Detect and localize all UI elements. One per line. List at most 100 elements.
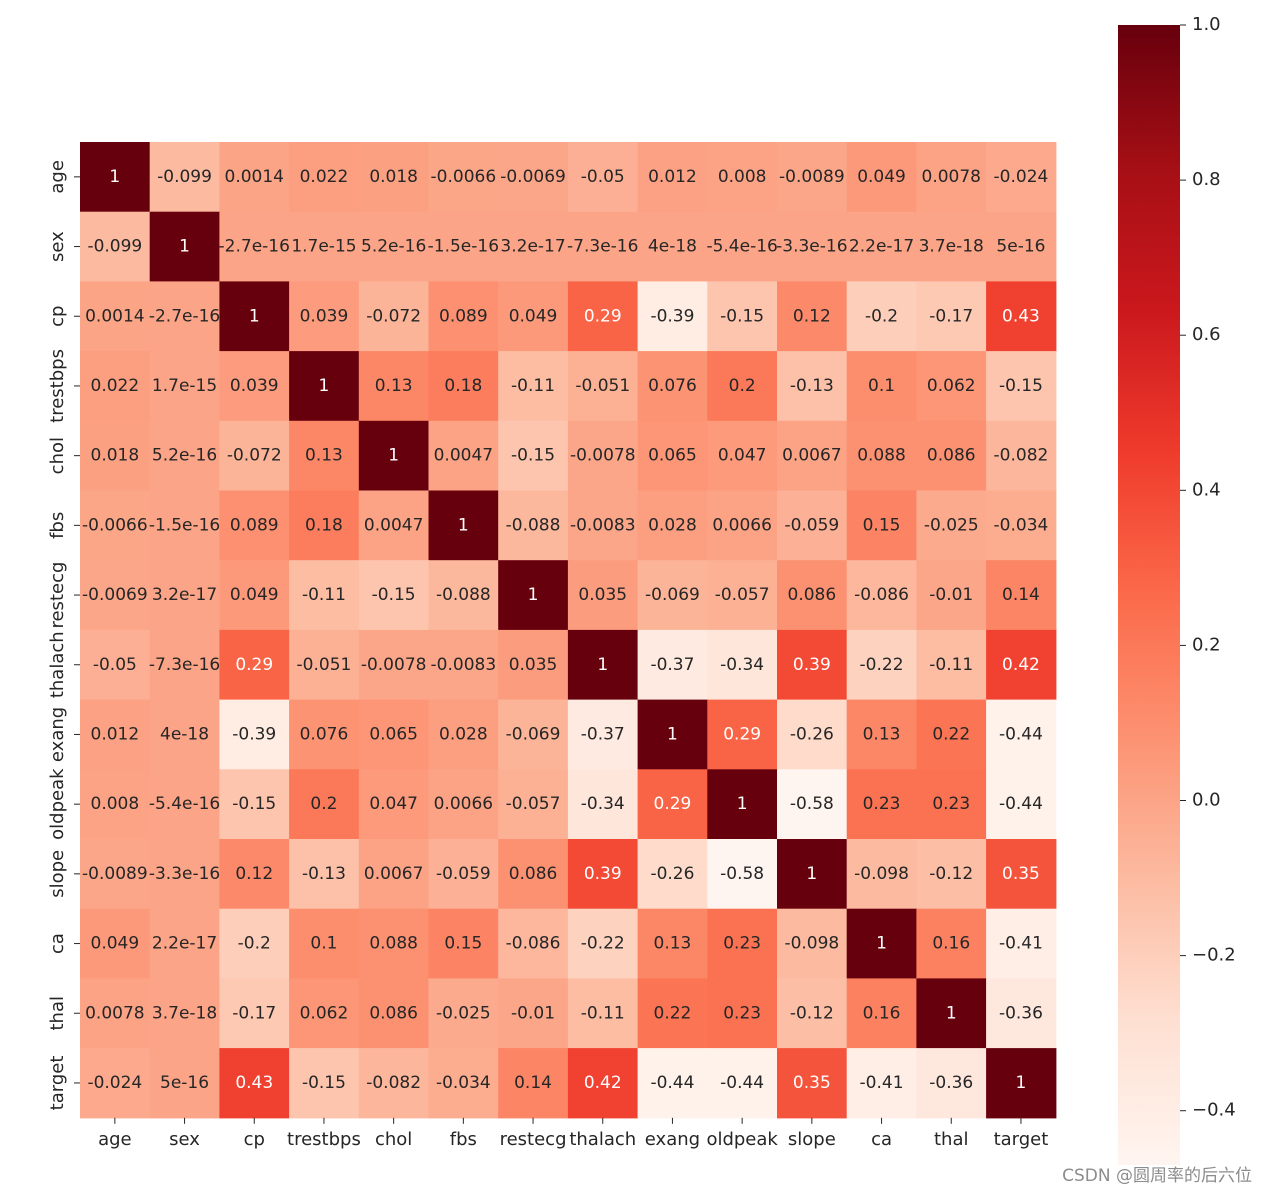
cell-annotation: 0.13 [863,724,901,744]
heatmap-cell [846,211,917,282]
heatmap-cell [777,211,848,282]
heatmap-cell [219,1048,290,1119]
heatmap-cell [777,560,848,631]
heatmap-cell [707,490,778,561]
cell-annotation: 1.7e-15 [152,376,217,396]
x-tick-label: fbs [450,1129,477,1150]
cell-annotation: 1 [876,934,887,954]
cell-annotation: -0.41 [860,1073,904,1093]
x-tick-label: cp [244,1129,265,1150]
cell-annotation: -0.15 [232,794,276,814]
cell-annotation: 0.14 [514,1073,552,1093]
heatmap-cell [219,839,290,910]
cell-annotation: 0.076 [300,724,349,744]
heatmap-cell [149,420,220,492]
heatmap-cell [707,1048,778,1119]
cell-annotation: 0.35 [793,1073,831,1093]
heatmap-cell [637,908,708,979]
heatmap-cell [637,629,708,701]
heatmap-cell [428,1048,499,1119]
cell-annotation: 0.2 [310,794,337,814]
heatmap-cell [428,978,499,1049]
cell-annotation: 0.13 [305,446,343,466]
heatmap-cell [289,211,360,282]
heatmap-cell [567,629,639,701]
colorbar-tick-label: −0.2 [1192,945,1236,966]
colorbar-tick-label: 0.6 [1192,324,1221,345]
colorbar-tick-label: −0.4 [1192,1100,1236,1121]
cell-annotation: 3.7e-18 [152,1003,217,1023]
heatmap-cell [846,560,917,631]
heatmap-cell [498,1048,569,1119]
colorbar-gradient [1118,25,1180,1165]
heatmap-cell [358,490,430,561]
heatmap-cell [149,978,220,1049]
heatmap-cell [358,211,430,282]
heatmap-cell [219,211,290,282]
cell-annotation: 0.39 [793,655,831,675]
cell-annotation: -0.057 [715,585,770,605]
cell-annotation: -7.3e-16 [567,237,638,257]
heatmap-cell [986,420,1057,492]
cell-annotation: 0.0078 [922,167,981,187]
cell-annotation: -0.059 [436,864,491,884]
heatmap-cell [986,211,1057,282]
cell-annotation: 0.29 [235,655,273,675]
heatmap-cell [567,420,639,492]
heatmap-cell [916,978,987,1049]
heatmap-cell [637,490,708,561]
cell-annotation: -0.024 [994,167,1049,187]
x-tick-label: restecg [500,1129,567,1150]
y-tick-label: slope [47,850,68,898]
heatmap-cell [219,978,290,1049]
heatmap-cell [986,281,1057,352]
cell-annotation: -0.26 [790,724,834,744]
heatmap-cell [219,699,290,770]
cell-annotation: -2.7e-16 [219,237,290,257]
colorbar: 1.0 0.8 0.6 0.4 0.2 0.0 −0.2 −0.4 [1118,14,1236,1165]
cell-annotation: -0.15 [372,585,416,605]
cell-annotation: -0.05 [93,655,137,675]
heatmap-cell [498,351,569,422]
heatmap-cell [707,420,778,492]
x-tick-label: slope [788,1129,836,1150]
heatmap-cell [846,490,917,561]
heatmap-cell [428,420,499,492]
cell-annotation: 0.022 [300,167,349,187]
heatmap-cell [916,908,987,979]
heatmap-cell [777,978,848,1049]
cell-annotation: 0.0066 [712,515,771,535]
cell-annotation: -0.072 [366,306,421,326]
heatmap-cell [80,699,151,770]
heatmap-cell [777,420,848,492]
cell-annotation: -0.0066 [431,167,497,187]
cell-annotation: 0.089 [439,306,488,326]
cell-annotation: -0.37 [650,655,694,675]
cell-annotation: 0.008 [718,167,767,187]
cell-annotation: 0.022 [91,376,140,396]
heatmap-cell [567,699,639,770]
cell-annotation: 0.049 [857,167,906,187]
heatmap-cell [707,908,778,979]
cell-annotation: -0.088 [436,585,491,605]
x-tick-label: age [98,1129,132,1150]
cell-annotation: 0.15 [863,515,901,535]
heatmap-cell [289,908,360,979]
heatmap-cell [637,211,708,282]
heatmap-cell [707,281,778,352]
cell-annotation: -0.13 [302,864,346,884]
cell-annotation: -0.39 [650,306,694,326]
heatmap-cell [567,351,639,422]
cell-annotation: -1.5e-16 [428,237,499,257]
cell-annotation: -0.057 [506,794,561,814]
heatmap-cell [358,420,430,492]
watermark-text: CSDN @圆周率的后六位 [1062,1166,1252,1186]
y-tick-label: trestbps [47,349,68,423]
heatmap-cell [986,769,1057,840]
x-tick-label: chol [375,1129,412,1150]
heatmap-cell [149,839,220,910]
heatmap-cell [637,769,708,840]
heatmap-cell [358,769,430,840]
cell-annotation: 0.2 [729,376,756,396]
heatmap-cell [289,490,360,561]
